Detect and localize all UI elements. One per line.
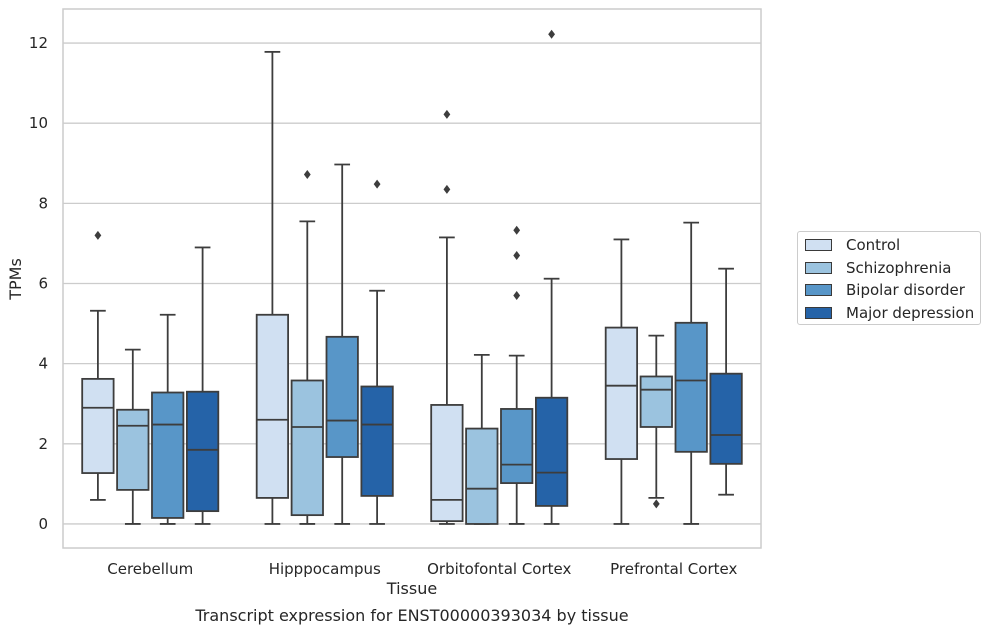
outlier-point bbox=[373, 179, 381, 189]
outlier-point bbox=[513, 250, 521, 260]
outlier-point bbox=[443, 109, 451, 119]
box-iqr bbox=[674, 321, 708, 453]
y-tick-label: 0 bbox=[38, 515, 48, 533]
box-iqr bbox=[255, 313, 290, 499]
box-iqr bbox=[534, 396, 569, 507]
box-iqr bbox=[639, 375, 673, 428]
outlier-point bbox=[548, 29, 555, 39]
box-iqr bbox=[116, 408, 150, 491]
box-2-3 bbox=[674, 221, 708, 525]
box-groups bbox=[81, 29, 743, 525]
y-tick-label: 12 bbox=[29, 34, 48, 52]
box-iqr bbox=[465, 427, 499, 525]
box-iqr bbox=[360, 385, 394, 497]
box-iqr bbox=[185, 390, 220, 513]
legend-swatch-control bbox=[805, 239, 832, 251]
box-1-1 bbox=[290, 170, 324, 525]
outlier-point bbox=[94, 230, 102, 240]
box-iqr bbox=[325, 335, 359, 458]
box-1-0 bbox=[116, 348, 150, 525]
outlier-point bbox=[652, 499, 660, 509]
x-tick-label: Prefrontal Cortex bbox=[610, 560, 737, 578]
legend-label: Major depression bbox=[846, 304, 975, 322]
legend-item: Bipolar disorder bbox=[805, 280, 965, 300]
box-1-2 bbox=[465, 353, 499, 525]
x-tick-label: Orbitofontal Cortex bbox=[427, 560, 571, 578]
legend-item: Major depression bbox=[805, 303, 974, 323]
box-iqr bbox=[290, 379, 324, 517]
box-iqr bbox=[604, 326, 639, 460]
box-0-1 bbox=[255, 50, 290, 525]
y-tick-label: 8 bbox=[38, 194, 48, 212]
y-tick-label: 6 bbox=[38, 275, 48, 293]
y-tick-label: 4 bbox=[38, 355, 48, 373]
box-0-3 bbox=[604, 238, 639, 525]
x-tick-labels: Cerebellum Hipppocampus Orbitofontal Corte… bbox=[107, 560, 737, 578]
legend-label: Control bbox=[846, 236, 901, 254]
legend-item: Schizophrenia bbox=[805, 258, 951, 278]
legend-swatch-major-depression bbox=[805, 307, 832, 319]
box-2-2 bbox=[500, 225, 534, 525]
box-0-2 bbox=[430, 109, 464, 525]
x-tick-label: Cerebellum bbox=[107, 560, 193, 578]
box-1-3 bbox=[639, 334, 673, 509]
legend-label: Schizophrenia bbox=[846, 259, 952, 277]
box-2-1 bbox=[325, 163, 359, 525]
box-2-0 bbox=[151, 313, 185, 525]
box-3-0 bbox=[185, 246, 220, 525]
box-3-1 bbox=[360, 179, 394, 525]
outlier-point bbox=[443, 184, 451, 194]
box-iqr bbox=[430, 404, 464, 523]
box-3-3 bbox=[709, 267, 743, 496]
x-axis-label: Tissue bbox=[386, 579, 437, 598]
y-axis-label: TPMs bbox=[6, 258, 25, 301]
legend-label: Bipolar disorder bbox=[846, 281, 965, 299]
outlier-point bbox=[513, 291, 521, 301]
y-tick-label: 2 bbox=[38, 435, 48, 453]
box-iqr bbox=[709, 372, 743, 465]
legend-swatch-schizophrenia bbox=[805, 262, 832, 274]
legend: Control Schizophrenia Bipolar disorder M… bbox=[797, 231, 981, 325]
box-3-2 bbox=[534, 29, 569, 525]
outlier-point bbox=[513, 225, 521, 235]
outlier-point bbox=[303, 170, 311, 180]
figure-caption: Transcript expression for ENST0000039303… bbox=[195, 606, 629, 625]
box-0-0 bbox=[81, 230, 115, 501]
box-iqr bbox=[151, 391, 185, 519]
legend-item: Control bbox=[805, 235, 900, 255]
y-tick-labels: 0 2 4 6 8 10 12 bbox=[29, 34, 48, 533]
box-iqr bbox=[500, 408, 534, 484]
box-iqr bbox=[81, 377, 115, 474]
x-tick-label: Hipppocampus bbox=[269, 560, 381, 578]
legend-swatch-bipolar-disorder bbox=[805, 284, 832, 296]
y-tick-label: 10 bbox=[29, 114, 48, 132]
